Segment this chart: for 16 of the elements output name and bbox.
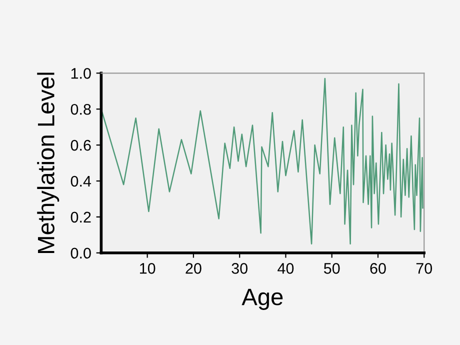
x-tick-label: 20 [186, 263, 202, 274]
y-tick-label: 0.2 [70, 212, 91, 223]
line-series [101, 78, 424, 245]
y-tick-label: 0.6 [70, 140, 91, 151]
x-tick-label: 70 [416, 263, 432, 274]
x-tick-label: 30 [232, 263, 248, 274]
x-tick-label: 10 [140, 263, 156, 274]
x-axis-title: Age [242, 288, 283, 310]
y-tick-label: 1.0 [71, 68, 91, 79]
y-axis-title: Methylation Level [37, 72, 60, 253]
x-tick-label: 50 [324, 263, 340, 274]
y-tick-label: 0.4 [70, 176, 92, 187]
x-tick-label: 40 [278, 263, 294, 274]
y-tick-label: 0.0 [70, 248, 91, 259]
y-tick-label: 0.8 [70, 104, 91, 115]
x-tick-label: 60 [370, 263, 386, 274]
